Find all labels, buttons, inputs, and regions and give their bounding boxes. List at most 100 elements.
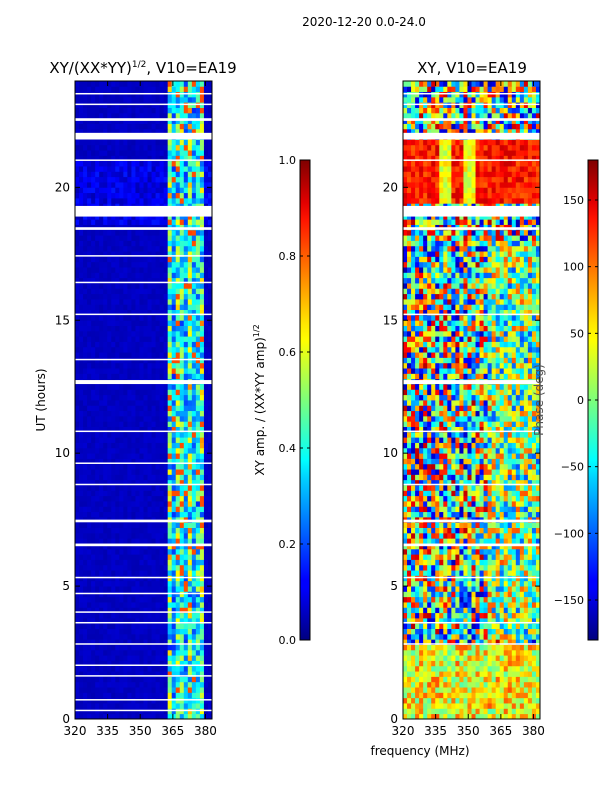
heatmap-cell xyxy=(203,501,209,507)
heatmap-cell xyxy=(103,458,108,465)
heatmap-cell xyxy=(179,575,185,582)
heatmap-cell xyxy=(503,676,509,683)
heatmap-cell xyxy=(143,564,148,571)
heatmap-cell xyxy=(151,389,156,396)
heatmap-cell xyxy=(119,288,124,295)
heatmap-cell xyxy=(195,389,201,396)
heatmap-cell xyxy=(407,708,412,715)
heatmap-cell xyxy=(83,261,88,268)
heatmap-cell xyxy=(147,532,152,539)
heatmap-cell xyxy=(87,107,92,114)
heatmap-cell xyxy=(115,112,120,119)
heatmap-cell xyxy=(111,623,116,630)
heatmap-cell xyxy=(87,463,92,470)
heatmap-cell xyxy=(99,522,104,528)
heatmap-cell xyxy=(127,431,132,438)
heatmap-cell xyxy=(159,692,165,699)
heatmap-cell xyxy=(131,431,136,438)
heatmap-cell xyxy=(531,633,537,640)
heatmap-cell xyxy=(135,644,140,651)
heatmap-cell xyxy=(95,580,100,587)
heatmap-cell xyxy=(175,671,181,677)
heatmap-cell xyxy=(115,288,120,295)
heatmap-cell xyxy=(171,453,177,459)
heatmap-cell xyxy=(155,277,161,284)
heatmap-cell xyxy=(207,490,213,497)
heatmap-cell xyxy=(91,96,96,103)
heatmap-cell xyxy=(183,596,189,603)
heatmap-cell xyxy=(111,469,116,475)
heatmap-cell xyxy=(115,522,120,528)
heatmap-cell xyxy=(119,532,124,539)
heatmap-cell xyxy=(503,633,509,640)
heatmap-cell xyxy=(147,298,152,305)
heatmap-cell xyxy=(115,538,120,544)
heatmap-cell xyxy=(439,655,444,661)
heatmap-cell xyxy=(91,671,96,677)
heatmap-cell xyxy=(191,91,197,98)
heatmap-cell xyxy=(79,453,84,459)
heatmap-cell xyxy=(139,511,144,518)
heatmap-cell xyxy=(207,128,213,135)
heatmap-cell xyxy=(207,235,213,241)
heatmap-cell xyxy=(175,655,181,661)
heatmap-cell xyxy=(147,697,152,704)
heatmap-cell xyxy=(195,644,201,651)
heatmap-cell xyxy=(175,320,181,326)
heatmap-cell xyxy=(107,267,112,273)
heatmap-cell xyxy=(183,469,189,475)
heatmap-cell xyxy=(455,649,460,656)
heatmap-cell xyxy=(139,320,144,326)
heatmap-cell xyxy=(127,240,132,247)
heatmap-cell xyxy=(183,245,189,252)
heatmap-cell xyxy=(87,458,92,465)
heatmap-cell xyxy=(111,564,116,571)
heatmap-cell xyxy=(79,304,84,311)
heatmap-cell xyxy=(167,314,173,321)
heatmap-cell xyxy=(91,309,96,316)
heatmap-cell xyxy=(179,617,185,624)
heatmap-cell xyxy=(91,389,96,396)
heatmap-cell xyxy=(135,176,140,183)
heatmap-cell xyxy=(167,548,173,555)
heatmap-cell xyxy=(139,346,144,353)
heatmap-cell xyxy=(195,118,201,124)
heatmap-cell xyxy=(207,298,213,305)
heatmap-cell xyxy=(147,442,152,449)
heatmap-cell xyxy=(419,586,424,592)
heatmap-cell xyxy=(159,123,165,130)
heatmap-cell xyxy=(115,421,120,427)
heatmap-cell xyxy=(167,501,173,507)
heatmap-cell xyxy=(195,490,201,497)
heatmap-cell xyxy=(143,261,148,268)
heatmap-cell xyxy=(423,649,428,656)
heatmap-cell xyxy=(91,166,96,172)
heatmap-cell xyxy=(143,341,148,348)
heatmap-cell xyxy=(103,346,108,353)
heatmap-cell xyxy=(111,298,116,305)
heatmap-cell xyxy=(95,570,100,576)
heatmap-cell xyxy=(187,256,193,263)
heatmap-cell xyxy=(111,575,116,582)
heatmap-cell xyxy=(115,160,120,167)
heatmap-cell xyxy=(507,607,513,614)
heatmap-cell xyxy=(111,602,116,608)
heatmap-cell xyxy=(131,309,136,316)
heatmap-cell xyxy=(99,554,104,560)
heatmap-cell xyxy=(199,325,205,332)
heatmap-cell xyxy=(171,676,177,683)
heatmap-cell xyxy=(87,229,92,236)
heatmap-cell xyxy=(403,639,408,645)
heatmap-cell xyxy=(115,251,120,257)
heatmap-cell xyxy=(191,346,197,353)
heatmap-cell xyxy=(87,431,92,438)
heatmap-cell xyxy=(151,570,156,576)
heatmap-cell xyxy=(171,607,177,614)
heatmap-cell xyxy=(171,463,177,470)
heatmap-cell xyxy=(179,442,185,449)
heatmap-cell xyxy=(99,660,104,667)
heatmap-cell xyxy=(419,628,424,635)
heatmap-cell xyxy=(79,522,84,528)
heatmap-cell xyxy=(119,426,124,433)
heatmap-cell xyxy=(163,368,169,374)
